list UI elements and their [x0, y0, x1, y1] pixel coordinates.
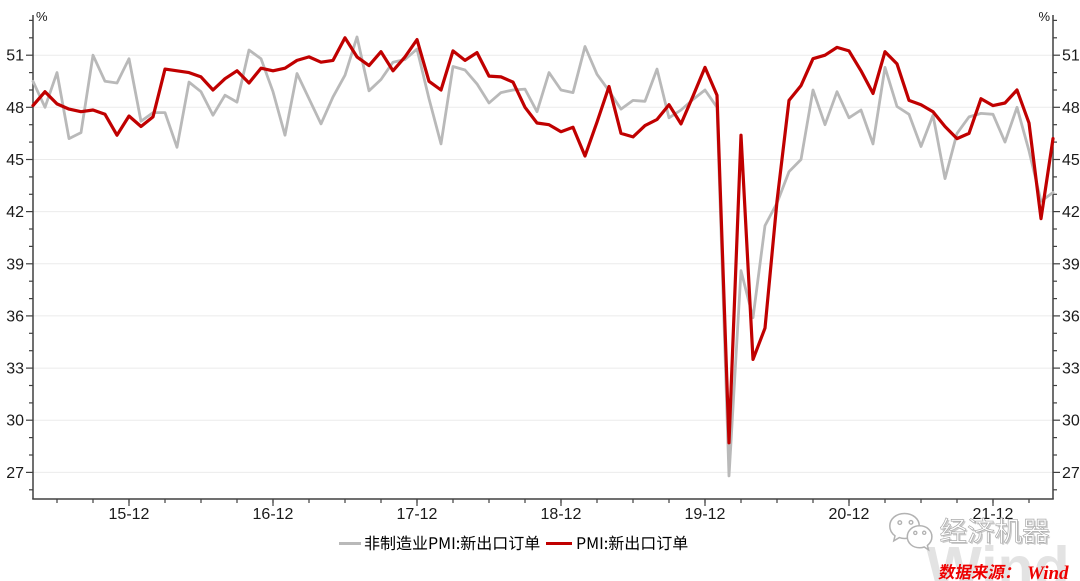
svg-text:39: 39 — [1062, 256, 1080, 273]
svg-text:48: 48 — [1062, 100, 1080, 117]
svg-text:17-12: 17-12 — [397, 506, 438, 523]
svg-text:%: % — [36, 9, 48, 24]
svg-text:16-12: 16-12 — [253, 506, 294, 523]
svg-text:51: 51 — [1062, 48, 1080, 65]
svg-text:45: 45 — [1062, 152, 1080, 169]
svg-text:%: % — [1038, 9, 1050, 24]
svg-text:45: 45 — [6, 152, 24, 169]
svg-text:19-12: 19-12 — [685, 506, 726, 523]
svg-text:33: 33 — [1062, 361, 1080, 378]
svg-text:39: 39 — [6, 256, 24, 273]
svg-text:36: 36 — [1062, 308, 1080, 325]
svg-text:42: 42 — [1062, 204, 1080, 221]
svg-text:27: 27 — [1062, 465, 1080, 482]
svg-text:30: 30 — [6, 413, 24, 430]
svg-text:30: 30 — [1062, 413, 1080, 430]
svg-text:27: 27 — [6, 465, 24, 482]
svg-text:48: 48 — [6, 100, 24, 117]
svg-text:33: 33 — [6, 361, 24, 378]
svg-text:15-12: 15-12 — [109, 506, 150, 523]
svg-text:Wind: Wind — [1027, 563, 1069, 581]
svg-text:20-12: 20-12 — [829, 506, 870, 523]
svg-text:18-12: 18-12 — [541, 506, 582, 523]
svg-text:21-12: 21-12 — [973, 506, 1014, 523]
svg-text:42: 42 — [6, 204, 24, 221]
svg-text:51: 51 — [6, 48, 24, 65]
svg-text:36: 36 — [6, 308, 24, 325]
